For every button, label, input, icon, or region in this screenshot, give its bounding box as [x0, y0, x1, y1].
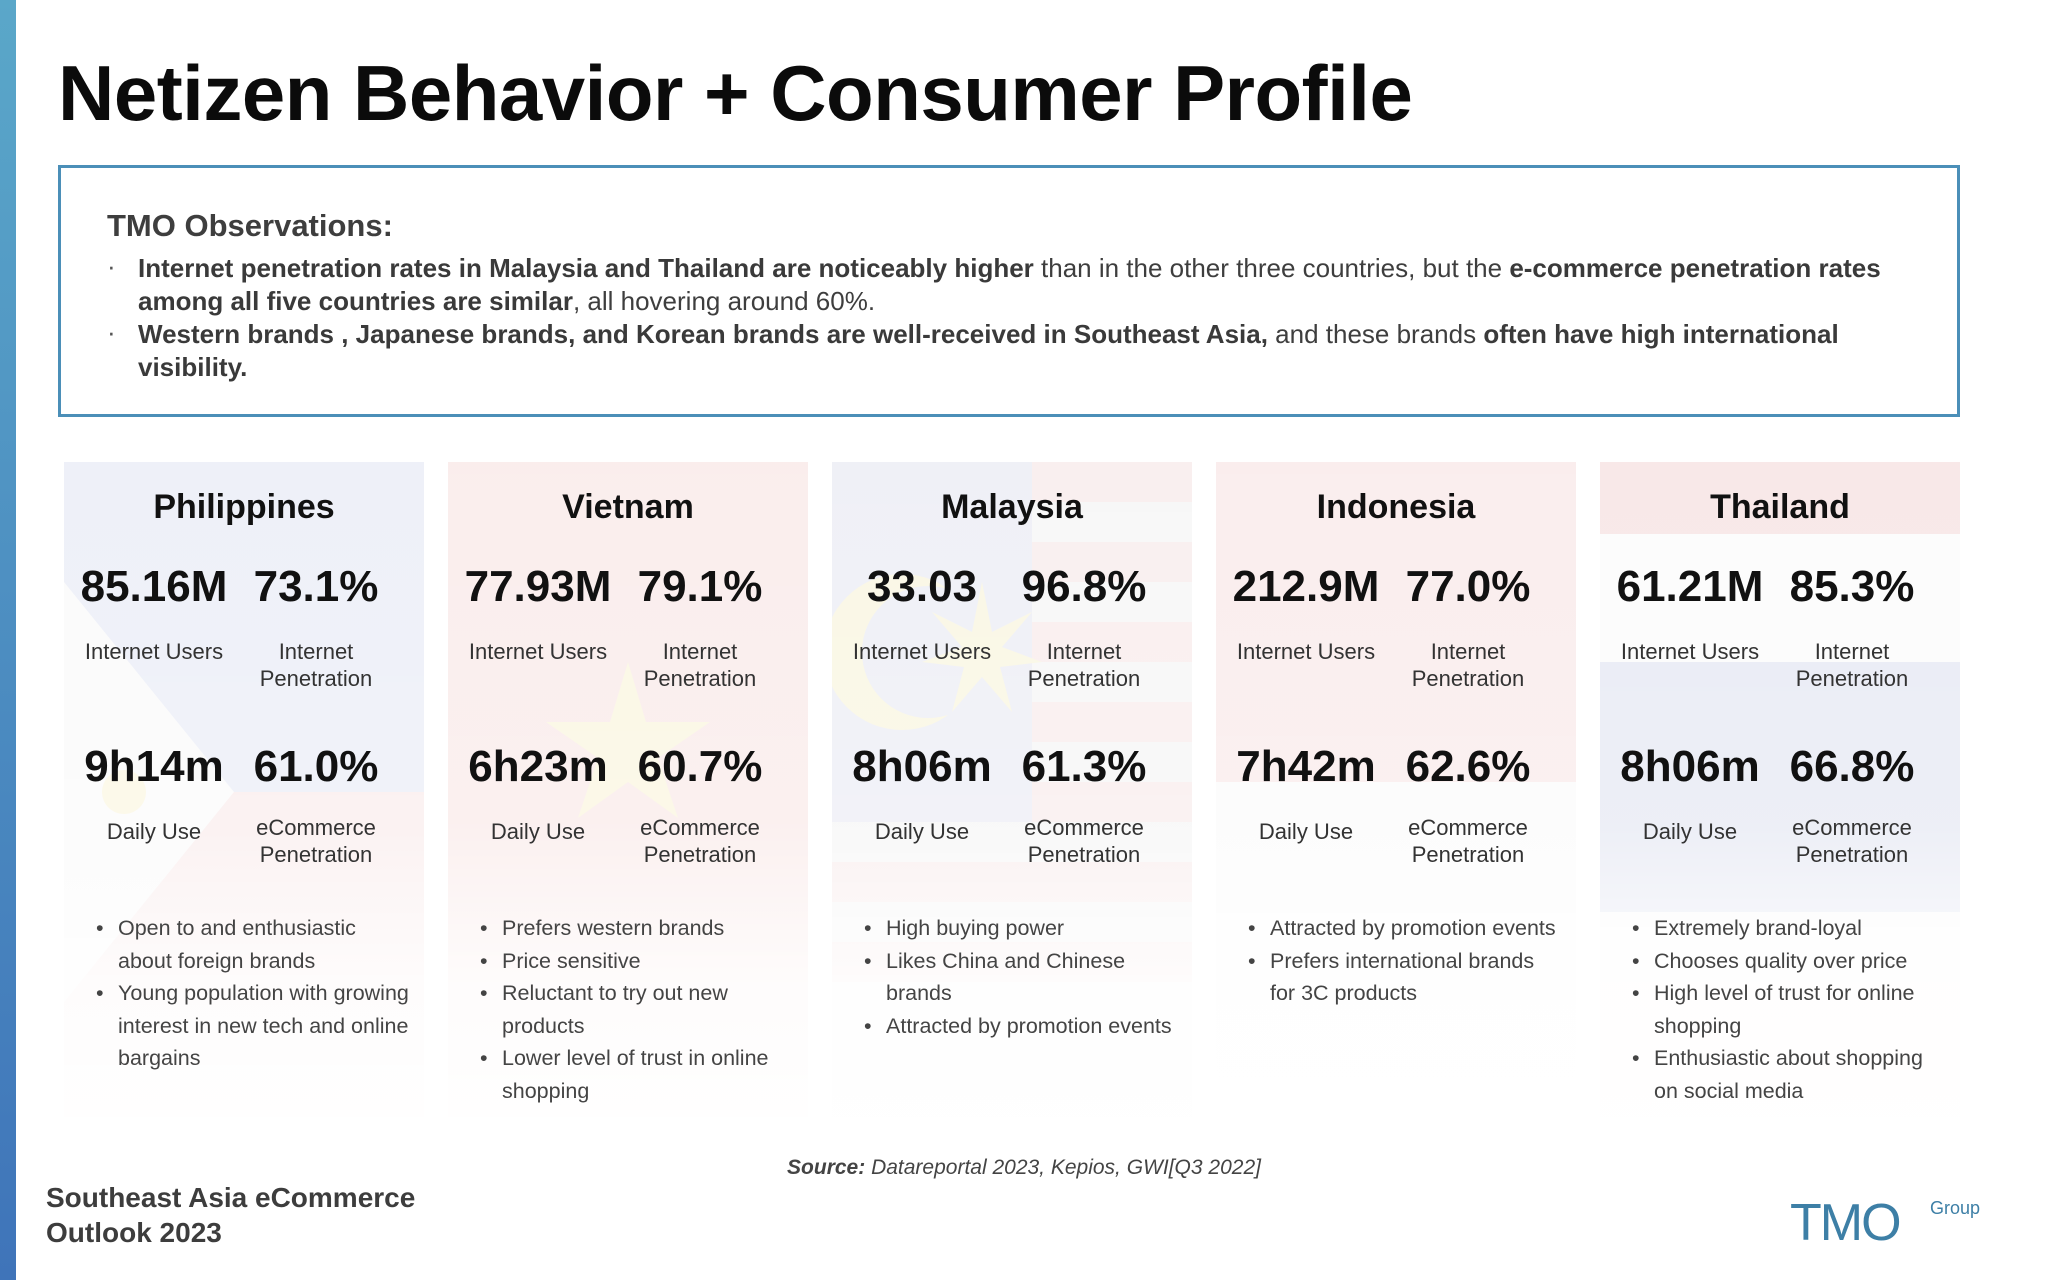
observation-text: than in the other three countries, but t… — [1033, 253, 1510, 283]
logo-main-text: TMO — [1790, 1194, 1900, 1248]
country-card-malaysia: Malaysia 33.03 96.8% Internet Users Inte… — [832, 462, 1192, 1117]
internet-penetration-value: 79.1% — [637, 562, 763, 611]
observation-bold: Internet penetration rates in Malaysia a… — [138, 253, 1034, 283]
internet-users-value: 61.21M — [1616, 562, 1764, 611]
trait-item: High buying power — [864, 912, 1178, 945]
internet-penetration-label: Internet Penetration — [259, 639, 373, 691]
ecommerce-penetration-value: 61.0% — [253, 742, 379, 791]
tmo-group-logo: TMO Group — [1790, 1194, 1980, 1248]
daily-use-label: Daily Use — [106, 819, 202, 844]
trait-list: Extremely brand-loyal Chooses quality ov… — [1632, 912, 1946, 1107]
trait-item: Attracted by promotion events — [864, 1010, 1178, 1043]
observations-heading: TMO Observations: — [107, 208, 393, 243]
ecommerce-penetration-label: eCommerce Penetration — [1408, 815, 1528, 867]
trait-item: Prefers western brands — [480, 912, 794, 945]
daily-use-value: 6h23m — [468, 742, 608, 791]
country-name: Vietnam — [562, 488, 694, 526]
country-card-thailand: Thailand 61.21M 85.3% Internet Users Int… — [1600, 462, 1960, 1117]
internet-users-label: Internet Users — [1236, 639, 1376, 664]
ecommerce-penetration-label: eCommerce Penetration — [256, 815, 376, 867]
internet-users-label: Internet Users — [1620, 639, 1760, 664]
internet-users-value: 77.93M — [464, 562, 612, 611]
source-note: Source: Datareportal 2023, Kepios, GWI[Q… — [0, 1156, 2048, 1180]
trait-item: Young population with growing interest i… — [96, 977, 410, 1075]
internet-users-label: Internet Users — [84, 639, 224, 664]
trait-list: Open to and enthusiastic about foreign b… — [96, 912, 410, 1075]
ecommerce-penetration-label: eCommerce Penetration — [1024, 815, 1144, 867]
internet-users-value: 212.9M — [1232, 562, 1380, 611]
internet-penetration-value: 85.3% — [1789, 562, 1915, 611]
country-card-philippines: Philippines 85.16M 73.1% Internet Users … — [64, 462, 424, 1117]
internet-users-value: 85.16M — [80, 562, 228, 611]
internet-users-value: 33.03 — [866, 562, 978, 611]
observation-text: and these brands — [1267, 319, 1484, 349]
daily-use-value: 7h42m — [1236, 742, 1376, 791]
source-label: Source: — [787, 1156, 866, 1179]
country-card-vietnam: Vietnam 77.93M 79.1% Internet Users Inte… — [448, 462, 808, 1117]
observation-bold: Western brands , Japanese brands, and Ko… — [138, 319, 1268, 349]
observation-item: Internet penetration rates in Malaysia a… — [107, 250, 1913, 318]
country-name: Malaysia — [941, 488, 1083, 526]
source-text: Datareportal 2023, Kepios, GWI[Q3 2022] — [865, 1156, 1261, 1179]
internet-penetration-value: 96.8% — [1021, 562, 1147, 611]
country-name: Indonesia — [1316, 488, 1476, 526]
internet-penetration-value: 77.0% — [1405, 562, 1531, 611]
observations-list: Internet penetration rates in Malaysia a… — [107, 250, 1913, 384]
ecommerce-penetration-value: 66.8% — [1789, 742, 1915, 791]
ecommerce-penetration-value: 62.6% — [1405, 742, 1531, 791]
logo-sub-text: Group — [1930, 1198, 1980, 1218]
trait-item: Prefers international brands for 3C prod… — [1248, 945, 1562, 1010]
trait-item: Open to and enthusiastic about foreign b… — [96, 912, 410, 977]
trait-item: Enthusiastic about shopping on social me… — [1632, 1042, 1946, 1107]
daily-use-value: 8h06m — [1620, 742, 1760, 791]
observation-text: , all hovering around 60%. — [572, 286, 876, 316]
country-name: Thailand — [1710, 488, 1850, 526]
internet-penetration-value: 73.1% — [253, 562, 379, 611]
country-card-indonesia: Indonesia 212.9M 77.0% Internet Users In… — [1216, 462, 1576, 1117]
trait-item: Price sensitive — [480, 945, 794, 978]
trait-item: Attracted by promotion events — [1248, 912, 1562, 945]
daily-use-label: Daily Use — [490, 819, 586, 844]
ecommerce-penetration-label: eCommerce Penetration — [1792, 815, 1912, 867]
internet-penetration-label: Internet Penetration — [1027, 639, 1141, 691]
internet-users-label: Internet Users — [468, 639, 608, 664]
ecommerce-penetration-value: 61.3% — [1021, 742, 1147, 791]
daily-use-value: 8h06m — [852, 742, 992, 791]
country-cards: Philippines 85.16M 73.1% Internet Users … — [64, 462, 1962, 1117]
internet-penetration-label: Internet Penetration — [1411, 639, 1525, 691]
observation-bold: e-commerce penetration rates among all f… — [138, 253, 1881, 316]
footer-report-title: Southeast Asia eCommerce Outlook 2023 — [46, 1182, 416, 1248]
side-accent-stripe — [0, 0, 16, 1280]
trait-list: Attracted by promotion events Prefers in… — [1248, 912, 1562, 1010]
daily-use-value: 9h14m — [84, 742, 224, 791]
ecommerce-penetration-label: eCommerce Penetration — [640, 815, 760, 867]
trait-item: Likes China and Chinese brands — [864, 945, 1178, 1010]
trait-item: Chooses quality over price — [1632, 945, 1946, 978]
daily-use-label: Daily Use — [874, 819, 970, 844]
trait-item: Reluctant to try out new products — [480, 977, 794, 1042]
trait-list: Prefers western brands Price sensitive R… — [480, 912, 794, 1107]
daily-use-label: Daily Use — [1642, 819, 1738, 844]
observation-item: Western brands , Japanese brands, and Ko… — [107, 316, 1913, 384]
internet-penetration-label: Internet Penetration — [1795, 639, 1909, 691]
internet-penetration-label: Internet Penetration — [643, 639, 757, 691]
observation-bold: often have high international visibility… — [138, 319, 1839, 382]
trait-item: High level of trust for online shopping — [1632, 977, 1946, 1042]
page-title: Netizen Behavior + Consumer Profile — [58, 49, 1413, 137]
observations-box: TMO Observations: Internet penetration r… — [58, 165, 1960, 417]
ecommerce-penetration-value: 60.7% — [637, 742, 763, 791]
internet-users-label: Internet Users — [852, 639, 992, 664]
trait-list: High buying power Likes China and Chines… — [864, 912, 1178, 1042]
trait-item: Extremely brand-loyal — [1632, 912, 1946, 945]
trait-item: Lower level of trust in online shopping — [480, 1042, 794, 1107]
daily-use-label: Daily Use — [1258, 819, 1354, 844]
country-name: Philippines — [153, 488, 335, 526]
